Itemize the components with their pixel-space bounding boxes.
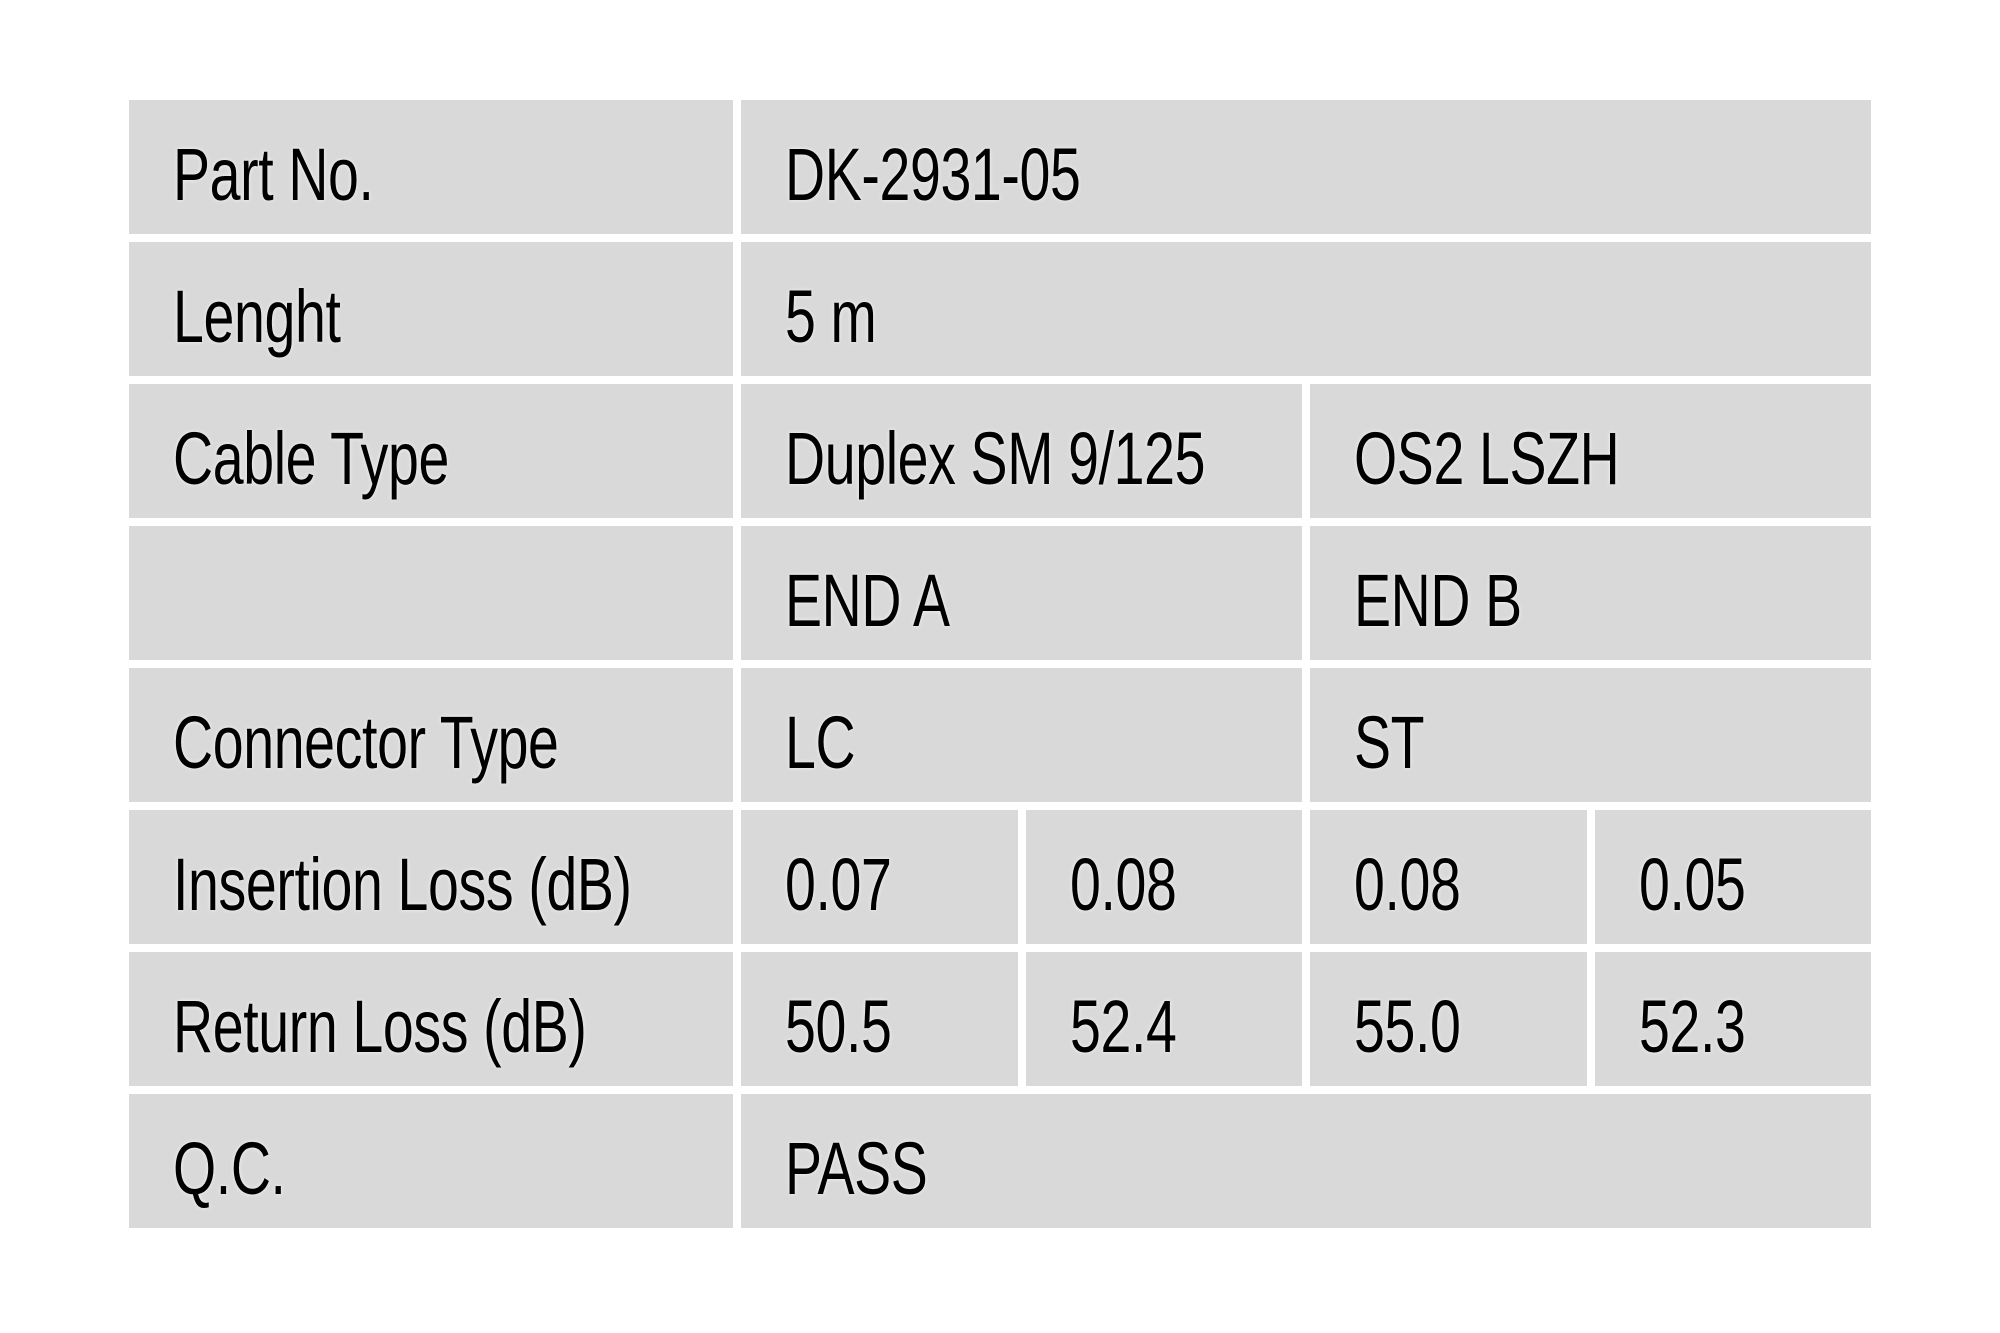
length-value-cell: 5 m [741,242,1871,376]
return-loss-end-b1-cell: 55.0 [1310,952,1587,1086]
connector-type-end-b: ST [1354,700,1425,784]
cable-type-label-cell: Cable Type [129,384,733,518]
connector-type-end-b-cell: ST [1310,668,1871,802]
end-a-header-cell: END A [741,526,1302,660]
insertion-loss-end-b1-cell: 0.08 [1310,810,1587,944]
insertion-loss-end-a2-cell: 0.08 [1025,810,1302,944]
table-row-return-loss: Return Loss (dB) 50.5 52.4 55.0 52.3 [129,952,1871,1086]
table-row-qc: Q.C. PASS [129,1094,1871,1228]
cable-type-value-cell-2: OS2 LSZH [1310,384,1871,518]
connector-type-label: Connector Type [173,700,559,784]
cable-type-value-cell-1: Duplex SM 9/125 [741,384,1302,518]
return-loss-label: Return Loss (dB) [173,984,587,1068]
cable-type-value-2: OS2 LSZH [1354,416,1620,500]
return-loss-end-b2: 52.3 [1638,984,1746,1068]
return-loss-end-a2: 52.4 [1069,984,1177,1068]
qc-label-cell: Q.C. [129,1094,733,1228]
part-no-label: Part No. [173,132,374,216]
insertion-loss-end-a2: 0.08 [1069,842,1177,926]
insertion-loss-end-a1: 0.07 [785,842,892,926]
spec-table: Part No. DK-2931-05 Lenght 5 m Cable Typ… [129,100,1871,1228]
insertion-loss-end-b2: 0.05 [1638,842,1746,926]
return-loss-end-a1: 50.5 [785,984,892,1068]
length-value: 5 m [785,274,877,358]
part-no-value: DK-2931-05 [785,132,1081,216]
return-loss-end-b1: 55.0 [1354,984,1461,1068]
cable-type-label: Cable Type [173,416,449,500]
return-loss-label-cell: Return Loss (dB) [129,952,733,1086]
ends-empty-label-cell [129,526,733,660]
connector-type-end-a: LC [785,700,856,784]
insertion-loss-label: Insertion Loss (dB) [173,842,632,926]
end-b-header-cell: END B [1310,526,1871,660]
return-loss-end-a2-cell: 52.4 [1025,952,1302,1086]
connector-type-end-a-cell: LC [741,668,1302,802]
table-row-cable-type: Cable Type Duplex SM 9/125 OS2 LSZH [129,384,1871,518]
part-no-label-cell: Part No. [129,100,733,234]
qc-label: Q.C. [173,1126,286,1210]
end-a-header: END A [785,558,950,642]
connector-type-label-cell: Connector Type [129,668,733,802]
insertion-loss-end-a1-cell: 0.07 [741,810,1018,944]
table-row-connector-type: Connector Type LC ST [129,668,1871,802]
table-row-insertion-loss: Insertion Loss (dB) 0.07 0.08 0.08 0.05 [129,810,1871,944]
end-b-header: END B [1354,558,1522,642]
table-row-ends-header: END A END B [129,526,1871,660]
insertion-loss-end-b2-cell: 0.05 [1594,810,1871,944]
length-label-cell: Lenght [129,242,733,376]
return-loss-end-b2-cell: 52.3 [1594,952,1871,1086]
part-no-value-cell: DK-2931-05 [741,100,1871,234]
cable-type-value-1: Duplex SM 9/125 [785,416,1206,500]
length-label: Lenght [173,274,341,358]
qc-value-cell: PASS [741,1094,1871,1228]
insertion-loss-label-cell: Insertion Loss (dB) [129,810,733,944]
insertion-loss-end-b1: 0.08 [1354,842,1461,926]
return-loss-end-a1-cell: 50.5 [741,952,1018,1086]
table-row-length: Lenght 5 m [129,242,1871,376]
table-row-part-no: Part No. DK-2931-05 [129,100,1871,234]
qc-value: PASS [785,1126,928,1210]
